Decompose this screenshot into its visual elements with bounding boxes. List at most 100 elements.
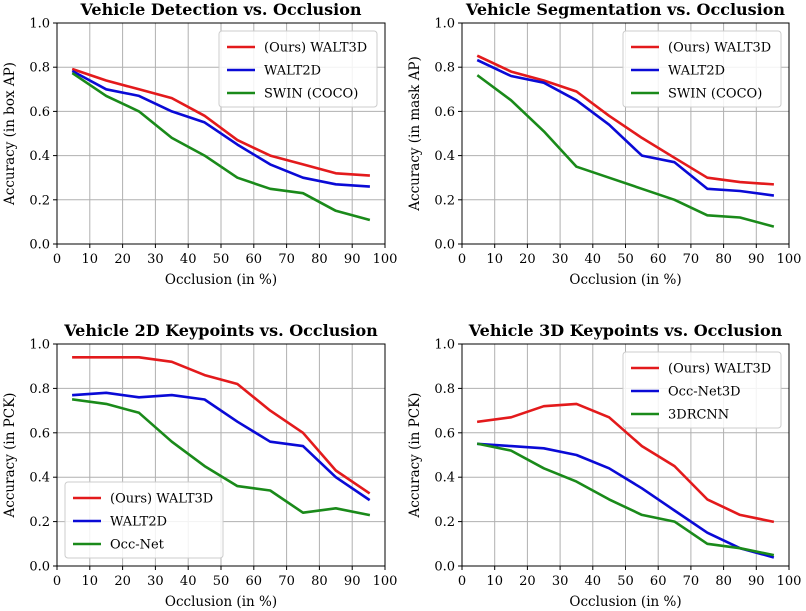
y-tick-label: 0.8	[434, 61, 455, 76]
y-tick-label: 0.8	[29, 61, 50, 76]
series-line-2	[476, 442, 775, 557]
x-tick-label: 40	[180, 252, 197, 267]
legend-label-2: Occ-Net	[110, 538, 165, 553]
x-tick-label: 50	[617, 574, 634, 589]
x-tick-label: 10	[486, 252, 503, 267]
x-tick-label: 80	[715, 574, 732, 589]
y-tick-label: 0.0	[434, 560, 455, 575]
x-tick-label: 90	[344, 252, 361, 267]
x-tick-label: 100	[777, 252, 802, 267]
x-tick-label: 60	[246, 252, 263, 267]
x-tick-label: 0	[53, 252, 61, 267]
y-axis-label: Accuracy (in box AP)	[2, 62, 18, 206]
x-tick-label: 50	[213, 252, 230, 267]
chart-title: Vehicle 3D Keypoints vs. Occlusion	[468, 321, 783, 340]
segmentation-chart-panel: 0 10 20 30 40 50 60 70 80 90 100 0.0 0.2 0.4 0.6 0.8 1.0…	[407, 0, 801, 288]
x-tick-label: 70	[683, 252, 700, 267]
series-line-1	[476, 58, 775, 197]
legend-label-1: Occ-Net3D	[668, 385, 741, 400]
x-tick-label: 60	[650, 252, 667, 267]
legend-label-1: WALT2D	[668, 64, 725, 79]
y-tick-label: 1.0	[29, 17, 50, 32]
x-tick-label: 60	[650, 574, 667, 589]
chart-title: Vehicle 2D Keypoints vs. Occlusion	[63, 321, 378, 340]
y-tick-label: 0.8	[29, 382, 50, 397]
y-tick-label: 0.8	[434, 382, 455, 397]
x-tick-label: 50	[617, 252, 634, 267]
y-tick-label: 1.0	[434, 17, 455, 32]
series-line-2	[476, 74, 775, 228]
x-tick-label: 0	[458, 574, 466, 589]
series-line-2	[71, 71, 371, 222]
x-tick-label: 80	[311, 574, 328, 589]
detection-chart-panel: 0 10 20 30 40 50 60 70 80 90 100 0.0 0.2 0.4 0.6 0.8 1.0…	[2, 0, 397, 288]
x-tick-label: 90	[344, 574, 361, 589]
legend-box	[622, 30, 782, 108]
series-line-0	[72, 355, 371, 495]
x-tick-label: 80	[715, 252, 732, 267]
chart-title: Vehicle Detection vs. Occlusion	[79, 0, 361, 19]
series-line-0	[71, 67, 370, 177]
plot-area-frame	[461, 22, 790, 245]
plot-area-frame	[461, 343, 790, 567]
x-tick-label: 100	[777, 574, 802, 589]
legend-label-1: WALT2D	[264, 64, 321, 79]
y-tick-label: 0.4	[29, 149, 50, 164]
series-line-1	[477, 442, 775, 559]
x-tick-label: 100	[373, 252, 398, 267]
x-axis-label: Occlusion (in %)	[569, 594, 681, 610]
y-tick-label: 0.6	[29, 105, 50, 120]
plot-area-frame	[56, 22, 386, 245]
y-tick-label: 0.2	[29, 515, 50, 530]
legend-label-2: 3DRCNN	[668, 408, 729, 423]
x-tick-label: 70	[278, 252, 295, 267]
x-tick-label: 10	[82, 252, 99, 267]
y-tick-label: 0.0	[29, 560, 50, 575]
legend-box	[64, 481, 224, 559]
x-tick-label: 40	[180, 574, 197, 589]
chart-title: Vehicle Segmentation vs. Occlusion	[465, 0, 786, 19]
x-tick-label: 40	[585, 574, 602, 589]
y-axis-label: Accuracy (in mask AP)	[407, 56, 423, 211]
legend-box	[622, 351, 782, 429]
series-line-1	[72, 391, 371, 502]
y-axis-label: Accuracy (in PCK)	[2, 393, 18, 519]
y-axis-label: Accuracy (in PCK)	[407, 393, 423, 519]
x-tick-label: 30	[147, 574, 164, 589]
y-tick-label: 1.0	[29, 338, 50, 353]
y-tick-label: 0.4	[29, 471, 50, 486]
series-line-2	[71, 398, 371, 517]
x-tick-label: 90	[748, 574, 765, 589]
x-tick-label: 80	[311, 252, 328, 267]
x-tick-label: 100	[373, 574, 398, 589]
legend-label-2: SWIN (COCO)	[264, 87, 358, 102]
legend-label-1: WALT2D	[110, 515, 167, 530]
x-axis-label: Occlusion (in %)	[569, 272, 681, 288]
series-line-0	[476, 54, 774, 186]
legend-label-0: (Ours) WALT3D	[110, 492, 213, 507]
plot-area-frame	[56, 343, 386, 567]
x-tick-label: 0	[53, 574, 61, 589]
x-tick-label: 70	[278, 574, 295, 589]
x-axis-label: Occlusion (in %)	[165, 272, 277, 288]
series-line-1	[71, 69, 370, 188]
legend-label-0: (Ours) WALT3D	[668, 41, 771, 56]
x-tick-label: 50	[213, 574, 230, 589]
x-tick-label: 20	[114, 252, 131, 267]
x-tick-label: 60	[246, 574, 263, 589]
x-tick-label: 20	[519, 252, 536, 267]
y-tick-label: 0.4	[434, 149, 455, 164]
y-tick-label: 1.0	[434, 338, 455, 353]
x-tick-label: 0	[458, 252, 466, 267]
x-tick-label: 90	[748, 252, 765, 267]
keypoints-3d-chart-panel: 0 10 20 30 40 50 60 70 80 90 100 0.0 0.2 0.4 0.6 0.8 1.0…	[407, 321, 801, 610]
x-tick-label: 20	[519, 574, 536, 589]
y-tick-label: 0.6	[29, 426, 50, 441]
x-tick-label: 30	[552, 252, 569, 267]
legend: (Ours) WALT3D WALT2D SWIN (COCO)	[622, 30, 782, 108]
legend: (Ours) WALT3D Occ-Net3D 3DRCNN	[622, 351, 782, 429]
x-tick-label: 20	[114, 574, 131, 589]
legend-label-0: (Ours) WALT3D	[264, 41, 367, 56]
y-tick-label: 0.2	[434, 193, 455, 208]
